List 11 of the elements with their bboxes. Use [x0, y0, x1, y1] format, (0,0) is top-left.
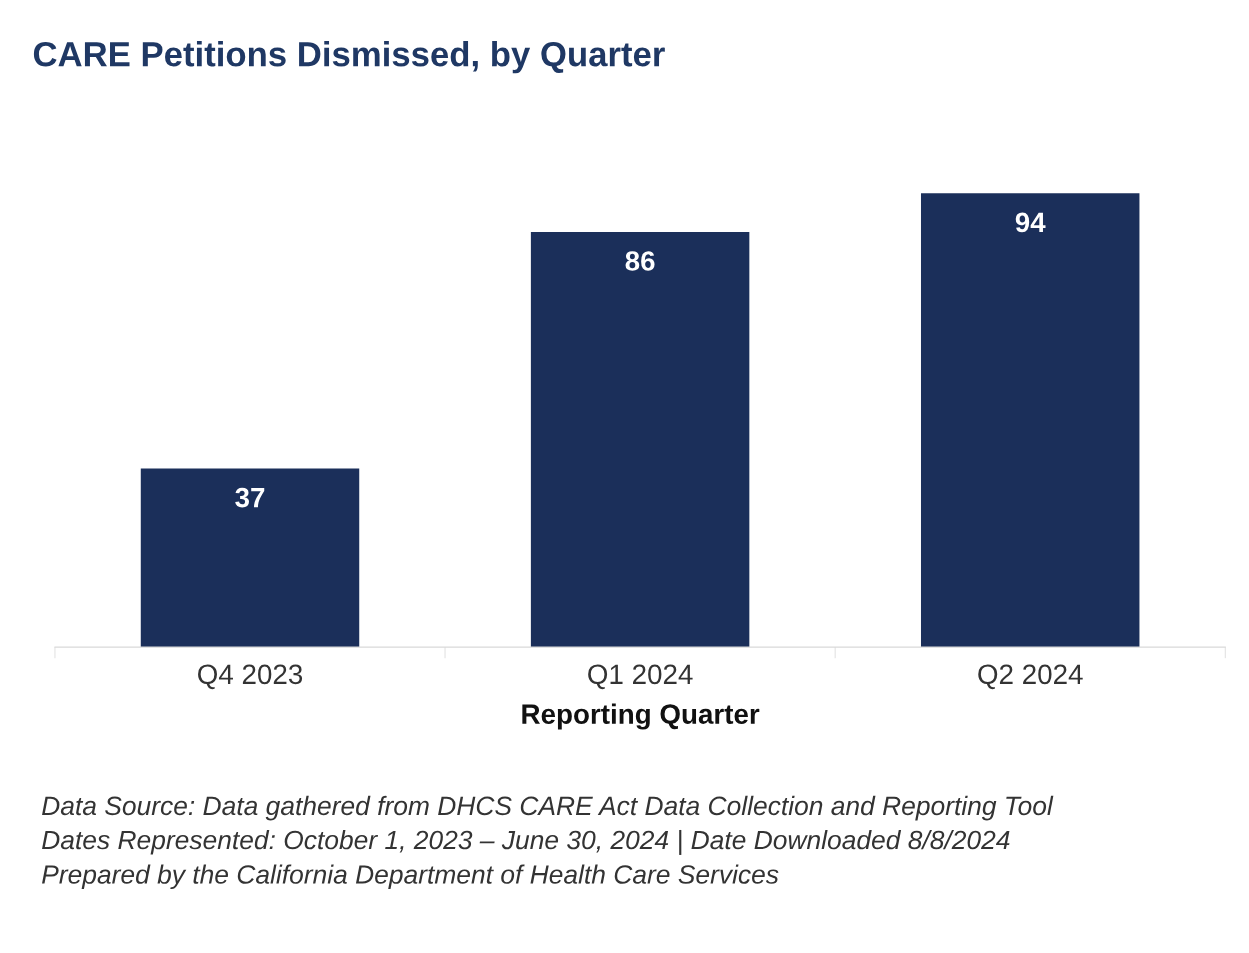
- x-tick-label: Q2 2024: [978, 664, 1083, 690]
- text: Prepared by the California Department of Health Care Services: [42, 864, 779, 890]
- chart-title: CARE Petitions Dismissed, by Quarter: [33, 41, 665, 74]
- data-label: 86: [625, 251, 655, 271]
- x-tick-label: Q4 2023: [198, 664, 303, 690]
- data-label: 94: [1015, 212, 1046, 233]
- text: Dates Represented: October 1, 2023 – June 30, 2024 | Date Downloaded 8/8/2024: [42, 829, 1010, 855]
- x-tick-label: Q1 2024: [588, 664, 693, 690]
- x-axis-title: Reporting Quarter: [522, 703, 760, 730]
- source-note: Data Source: Data gathered from DHCS CARE Act Data Collection and Reporting Tool: [42, 795, 1054, 821]
- data-label: 37: [235, 487, 265, 508]
